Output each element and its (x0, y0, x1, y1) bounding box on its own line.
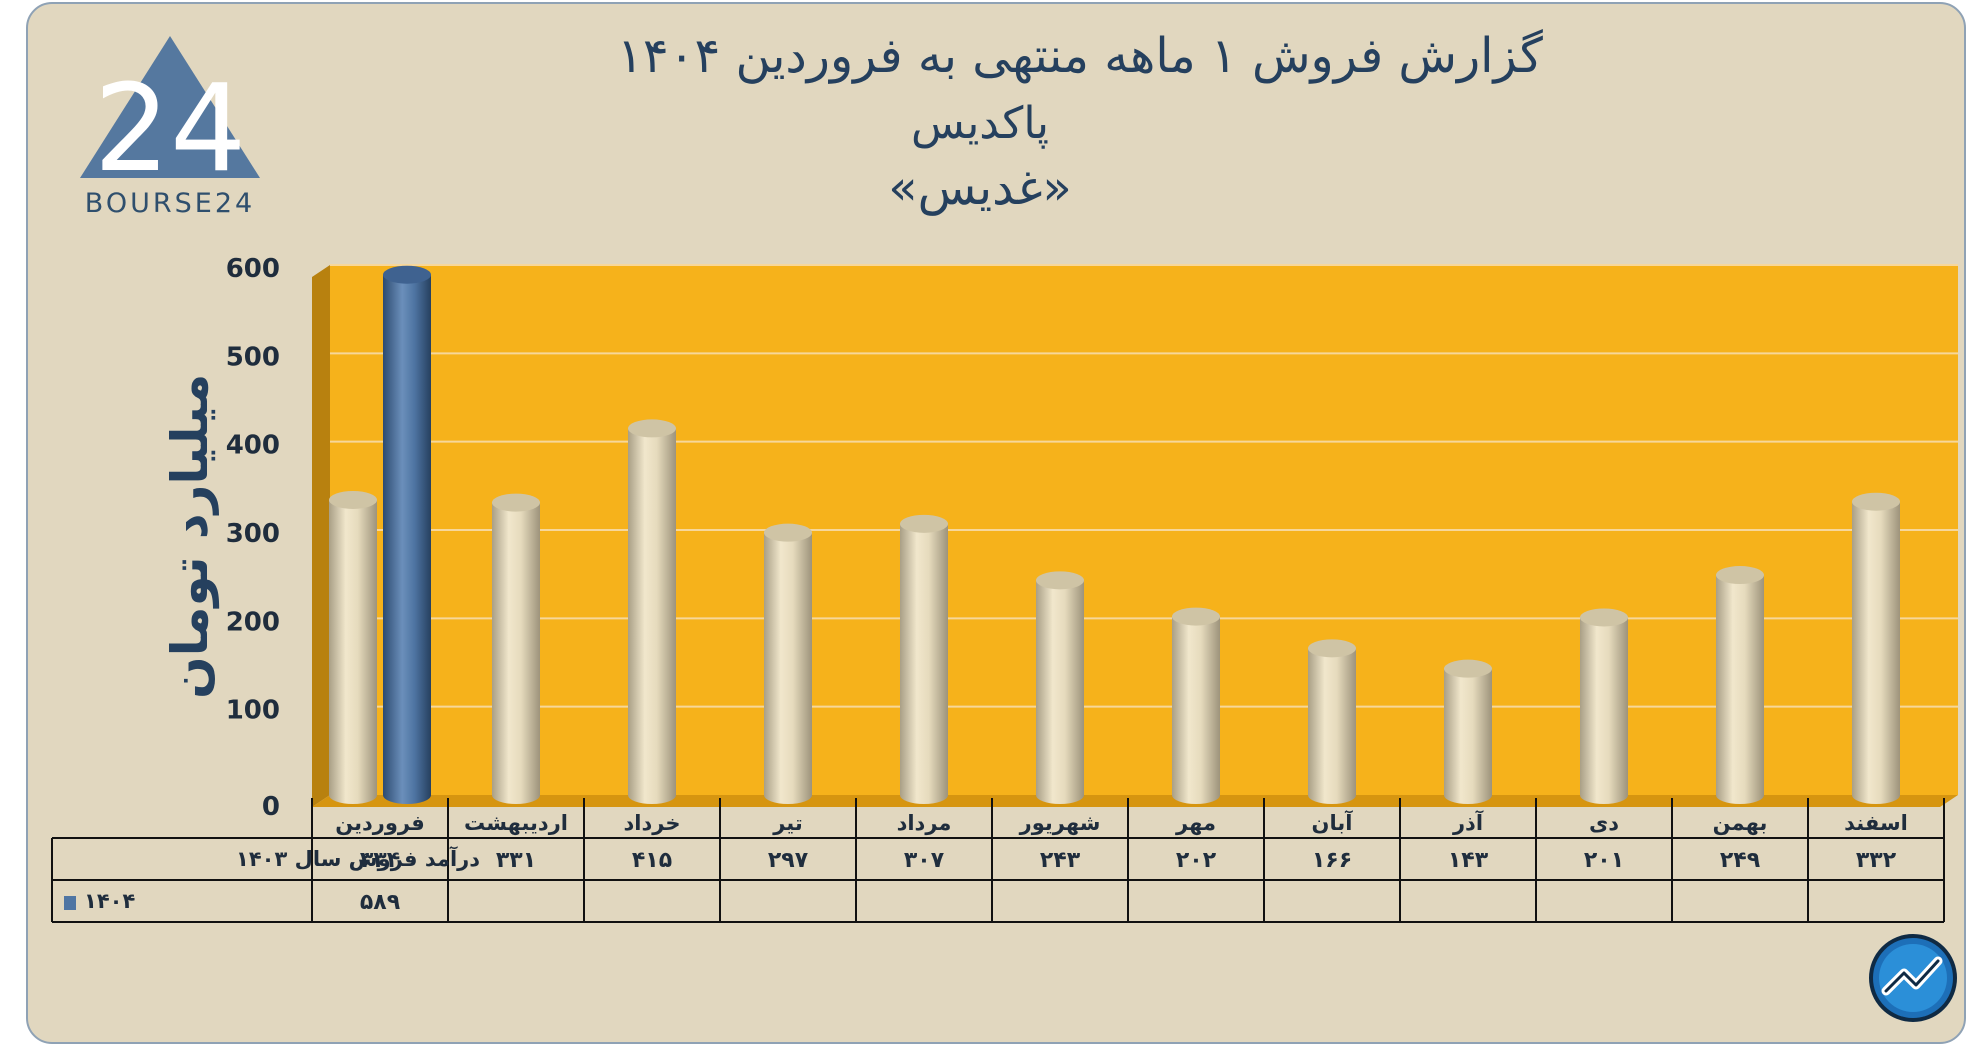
bar-1404-body (383, 274, 431, 795)
bar-1403-base (1852, 786, 1900, 804)
month-label: اردیبهشت (464, 811, 568, 835)
bar-1404-cap (383, 265, 431, 284)
value-1403: ۱۶۶ (1312, 848, 1352, 873)
y-axis-label: میلیارد تومان (161, 373, 219, 699)
bar-1403-cap (900, 514, 948, 533)
month-label: اسفند (1844, 811, 1908, 835)
plot-floor (312, 795, 1958, 807)
month-label: شهریور (1019, 811, 1101, 835)
month-label: تیر (772, 811, 803, 835)
bar-1403-body (1172, 616, 1220, 795)
bar-1403-base (900, 786, 948, 804)
value-1403: ۲۰۲ (1176, 848, 1217, 873)
bar-1404 (383, 265, 431, 804)
value-1403: ۳۳۲ (1856, 848, 1897, 873)
bourse24-logo-icon: 24 (80, 36, 260, 199)
bar-1403 (1580, 608, 1628, 804)
bar-1403 (764, 523, 812, 804)
bar-1403-cap (1308, 639, 1356, 658)
y-tick-label: 600 (226, 254, 280, 284)
bar-1403-base (628, 786, 676, 804)
legend-swatch-1404 (64, 896, 76, 910)
bar-1403 (900, 514, 948, 804)
value-1403: ۲۴۳ (1040, 848, 1081, 873)
month-label: بهمن (1713, 811, 1768, 835)
logo-mark: 24 (94, 60, 247, 199)
value-1403: ۲۴۹ (1720, 848, 1760, 873)
month-label: دی (1589, 811, 1619, 835)
bar-1403 (1308, 639, 1356, 804)
bar-1403 (628, 419, 676, 804)
plot-side-wall (312, 265, 330, 807)
bar-1403 (1852, 492, 1900, 804)
ticker-symbol: «غدیس» (888, 160, 1072, 216)
y-tick-label: 300 (226, 519, 280, 549)
y-tick-label: 100 (226, 696, 280, 726)
bar-1403-body (1308, 648, 1356, 795)
month-label: مهر (1175, 811, 1216, 835)
y-tick-label: 400 (226, 431, 280, 461)
bar-1403-body (1036, 580, 1084, 795)
bar-1403-cap (329, 490, 377, 509)
bar-1403-cap (1852, 492, 1900, 511)
bar-1403 (1036, 571, 1084, 804)
trend-app-icon (1869, 934, 1957, 1022)
bar-1403-base (1716, 786, 1764, 804)
bar-1403 (1172, 607, 1220, 804)
logo-text: BOURSE24 (84, 188, 256, 219)
value-1403: ۳۰۷ (904, 848, 945, 873)
bar-1403-body (1580, 617, 1628, 795)
y-tick-label: 0 (262, 792, 280, 822)
bar-1403-base (1308, 786, 1356, 804)
y-tick-label: 500 (226, 342, 280, 372)
bar-1403-cap (492, 493, 540, 512)
bar-1403-body (329, 499, 377, 795)
bar-1403 (492, 493, 540, 804)
bar-1403-cap (1444, 659, 1492, 678)
value-1403: ۲۰۱ (1584, 848, 1624, 873)
legend-label-1404: ۱۴۰۴ (84, 889, 135, 913)
bar-1403-cap (1716, 566, 1764, 585)
bar-1403-cap (1036, 571, 1084, 590)
bar-1403-body (1852, 501, 1900, 795)
value-1403: ۱۴۳ (1448, 848, 1489, 873)
bar-1403-body (1716, 575, 1764, 795)
y-tick-label: 200 (226, 607, 280, 637)
bar-1403-base (1580, 786, 1628, 804)
value-1403: ۳۳۱ (496, 848, 536, 873)
company-name: پاکدیس (910, 98, 1050, 149)
bar-1403-base (492, 786, 540, 804)
value-1403: ۴۱۵ (632, 848, 672, 873)
month-label: آذر (1452, 810, 1484, 835)
month-label: فروردین (335, 811, 425, 835)
bar-1403-body (900, 523, 948, 795)
bar-1403-base (329, 786, 377, 804)
legend-label-1403: درآمد فروش سال ۱۴۰۳ (236, 846, 480, 871)
bar-1403-cap (1580, 608, 1628, 627)
bar-1403-body (764, 532, 812, 795)
bar-1403 (1444, 659, 1492, 804)
bar-1403-body (628, 428, 676, 795)
bar-1403-cap (628, 419, 676, 438)
bar-1403-base (1444, 786, 1492, 804)
month-label: مرداد (897, 811, 952, 835)
bar-1403-base (1036, 786, 1084, 804)
bar-1403 (329, 490, 377, 804)
bar-1403-base (1172, 786, 1220, 804)
bar-1403-body (492, 502, 540, 795)
chart-title: گزارش فروش ۱ ماهه منتهی به فروردین ۱۴۰۴ (617, 28, 1543, 84)
value-1403: ۲۹۷ (768, 848, 809, 873)
bar-1403-cap (764, 523, 812, 542)
bar-1404-base (383, 786, 431, 804)
bar-1403-base (764, 786, 812, 804)
bar-1403-cap (1172, 607, 1220, 626)
month-label: خرداد (624, 811, 681, 835)
month-label: آبان (1312, 810, 1354, 835)
value-1404: ۵۸۹ (360, 890, 400, 915)
bar-1403 (1716, 566, 1764, 804)
bar-1403-body (1444, 668, 1492, 795)
value-1403: ۳۳۴ (360, 848, 400, 873)
